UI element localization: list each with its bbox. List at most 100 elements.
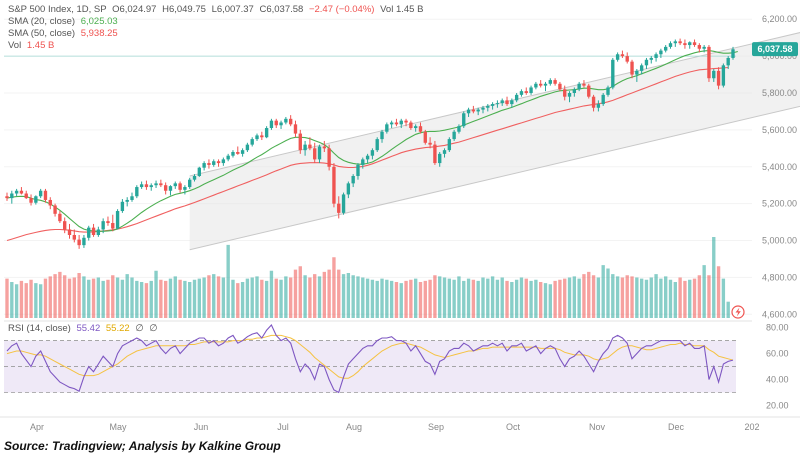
rsi-tick-label: 80.00 xyxy=(766,323,789,333)
candle-body xyxy=(356,164,360,176)
candle-body xyxy=(510,100,514,105)
volume-bar xyxy=(216,276,221,318)
candle-body xyxy=(423,131,427,143)
candle-body xyxy=(731,49,735,58)
lightning-alert-icon[interactable] xyxy=(731,305,745,319)
volume-bar xyxy=(370,279,375,318)
volume-bar xyxy=(644,279,649,318)
volume-bar xyxy=(5,278,9,318)
volume-bar xyxy=(457,276,461,318)
volume-bar xyxy=(115,277,120,318)
candle-body xyxy=(293,124,298,134)
volume-bar xyxy=(245,278,250,318)
volume-bar xyxy=(510,282,514,318)
volume-bar xyxy=(462,280,466,318)
volume-bar xyxy=(130,277,134,318)
candle-body xyxy=(284,118,288,123)
volume-bar xyxy=(274,278,278,318)
candle-body xyxy=(620,54,625,57)
volume-bar xyxy=(495,279,500,318)
volume-bar xyxy=(433,275,437,318)
time-tick-label: Apr xyxy=(30,422,44,432)
candle-body xyxy=(154,183,158,186)
volume-bar xyxy=(486,278,490,318)
time-tick-label: Nov xyxy=(589,422,606,432)
candle-body xyxy=(327,148,331,167)
volume-bar xyxy=(635,277,639,318)
candle-body xyxy=(716,70,721,86)
sma20-legend: SMA (20, close) 6,025.03 xyxy=(8,16,118,28)
volume-bar xyxy=(101,280,105,318)
sma50-label: SMA (50, close) xyxy=(8,28,76,39)
low-value: L6,007.37 xyxy=(211,4,254,15)
volume-bar xyxy=(587,271,591,318)
volume-bar xyxy=(553,280,557,318)
candle-body xyxy=(587,85,591,97)
candle-body xyxy=(519,91,524,95)
candle-body xyxy=(399,120,403,125)
volume-bar xyxy=(385,279,389,318)
candle-body xyxy=(697,45,702,49)
time-tick-label: Sep xyxy=(428,422,444,432)
candle-body xyxy=(236,152,240,154)
volume-bar xyxy=(188,282,192,318)
volume-value: 1.45 B xyxy=(26,40,55,51)
volume-bar xyxy=(606,268,610,318)
time-tick-label: May xyxy=(109,422,127,432)
high-value: H6,049.75 xyxy=(162,4,206,15)
candle-body xyxy=(495,103,500,105)
volume-bar xyxy=(611,274,615,318)
volume-bar xyxy=(654,274,658,318)
volume-bar xyxy=(649,277,653,318)
candle-body xyxy=(385,124,389,132)
volume-bar xyxy=(63,275,67,318)
badge-background xyxy=(752,42,798,57)
volume-bar xyxy=(538,282,543,318)
volume-bar xyxy=(601,265,605,318)
candle-body xyxy=(644,59,649,66)
candle-body xyxy=(48,199,52,206)
volume-bar xyxy=(673,282,677,318)
candle-body xyxy=(207,163,211,165)
candle-body xyxy=(173,183,177,187)
volume-bar xyxy=(96,277,101,318)
sma50-line xyxy=(6,66,729,242)
volume-bar xyxy=(298,266,302,318)
volume-bar xyxy=(683,280,687,318)
rsi-pane xyxy=(4,320,752,394)
price-tick-label: 6,200.00 xyxy=(762,14,797,24)
candle-body xyxy=(683,43,687,46)
candle-body xyxy=(466,109,471,114)
rsi-tick-label: 40.00 xyxy=(766,375,789,385)
chart-frame: 6,200.006,000.005,800.005,600.005,400.00… xyxy=(0,4,800,432)
candle-body xyxy=(678,41,682,44)
candle-body xyxy=(524,91,528,93)
candle-body xyxy=(486,105,490,108)
candle-body xyxy=(635,70,639,75)
volume-bar xyxy=(87,279,91,318)
candle-body xyxy=(654,54,658,58)
candle-body xyxy=(298,133,302,151)
candle-body xyxy=(29,198,33,203)
price-tick-label: 5,800.00 xyxy=(762,88,797,98)
volume-bar xyxy=(106,279,110,318)
volume-bar xyxy=(356,276,360,318)
volume-bar xyxy=(514,279,519,318)
sma20-label: SMA (20, close) xyxy=(8,16,76,27)
candle-body xyxy=(288,118,293,125)
candle-body xyxy=(572,89,577,93)
rsi-polyline xyxy=(6,324,734,394)
candle-body xyxy=(226,155,230,160)
volume-bar xyxy=(361,277,365,318)
volume-bar xyxy=(409,279,413,318)
volume-bar xyxy=(615,276,620,318)
candle-body xyxy=(615,54,620,60)
candle-body xyxy=(447,139,452,151)
candle-body xyxy=(673,41,677,44)
candle-body xyxy=(67,229,72,236)
candle-body xyxy=(692,42,697,46)
volume-bar xyxy=(707,275,711,318)
rsi-axis: 80.00 60.00 40.00 20.00 xyxy=(766,323,789,411)
candle-body xyxy=(707,46,711,79)
volume-bar xyxy=(404,280,408,318)
